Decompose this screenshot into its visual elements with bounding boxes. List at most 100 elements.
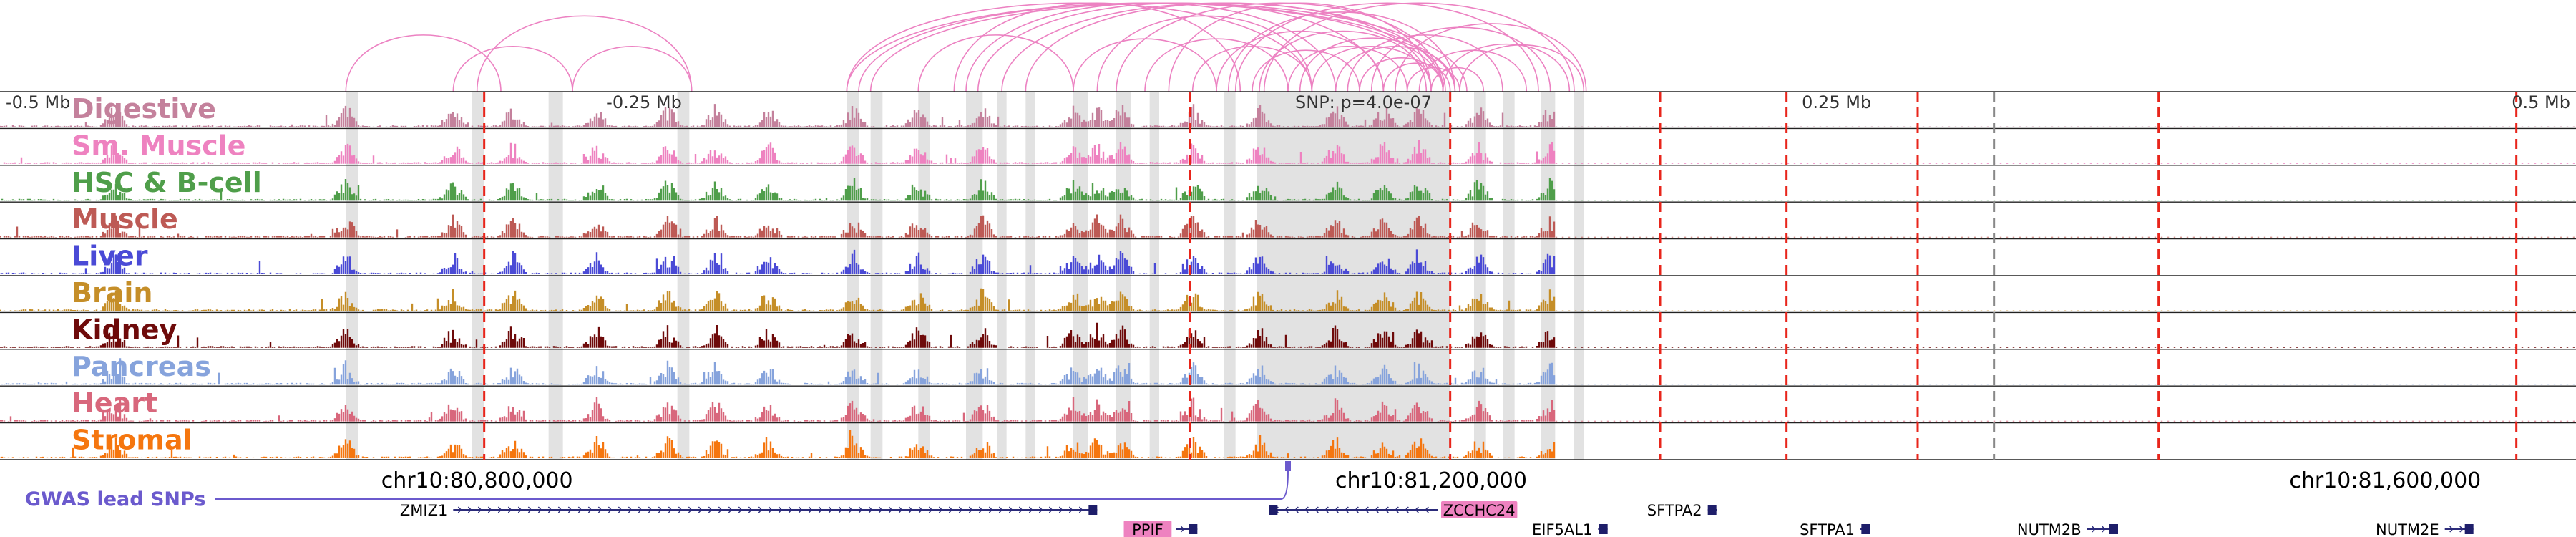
gene-label: NUTM2B: [2017, 521, 2082, 537]
gene-exon: [2464, 524, 2474, 534]
loop-arc: [917, 34, 1074, 92]
gene-label: SFTPA1: [1800, 521, 1855, 537]
loop-arc: [1382, 62, 1451, 92]
loop-arc: [572, 46, 693, 92]
strand-chevrons: [457, 506, 1093, 513]
gene-exon: [1599, 524, 1608, 534]
gene-exon: [1189, 524, 1198, 534]
strand-chevrons: [2449, 526, 2464, 533]
track-label: Pancreas: [72, 351, 211, 382]
loop-arc: [869, 2, 1468, 92]
track-label: HSC & B-cell: [72, 167, 262, 198]
gene-model: PPIF: [1123, 521, 1198, 537]
signal-bars: [1, 178, 2575, 201]
track-label: Muscle: [72, 203, 178, 235]
loop-arc: [1430, 67, 1485, 92]
gene-model: EIF5AL1: [1532, 521, 1608, 537]
loop-arc: [1116, 2, 1444, 92]
loop-arc: [1259, 30, 1428, 92]
gene-label: SFTPA2: [1647, 502, 1702, 519]
gene-label: EIF5AL1: [1532, 521, 1592, 537]
loop-arc: [1359, 57, 1444, 92]
loop-arc: [1216, 30, 1385, 92]
track-label: Sm. Muscle: [72, 130, 245, 161]
loop-arc: [476, 15, 693, 92]
signal-tracks: [0, 104, 2575, 458]
gene-model: NUTM2B: [2017, 521, 2118, 537]
scale-label: 0.5 Mb: [2512, 92, 2570, 112]
signal-bars: [0, 104, 2575, 127]
loop-arc: [846, 2, 1313, 92]
gene-label: PPIF: [1132, 521, 1163, 537]
signal-bars: [0, 249, 2575, 274]
signal-bars: [0, 397, 2575, 422]
track-label: Stromal: [72, 425, 192, 456]
track-label: Heart: [72, 387, 157, 419]
loop-arc: [345, 34, 502, 92]
track-labels: Digestive Sm. Muscle HSC & B-cell Muscle Liv…: [72, 93, 262, 456]
signal-track: [3, 140, 2575, 164]
gene-highlight: [1123, 521, 1172, 537]
gwas-track: GWAS lead SNPs: [25, 461, 1291, 511]
signal-bars: [0, 430, 2575, 458]
signal-bars: [0, 322, 2575, 348]
chromatin-loops: [345, 2, 1587, 92]
loop-arc: [1442, 44, 1571, 92]
loop-arc: [452, 46, 573, 92]
gene-track: ZMIZ1 PPIF ZCCHC24 EIF5AL1 SFTPA2 SFTPA1 NUTM2…: [400, 501, 2474, 537]
gene-label: ZMIZ1: [400, 502, 447, 519]
loop-arc: [977, 2, 1385, 92]
signal-track: [0, 397, 2575, 422]
signal-track: [0, 249, 2575, 274]
loop-arc: [1370, 26, 1551, 92]
gene-model: ZMIZ1: [400, 502, 1098, 519]
coordinate-label: chr10:81,200,000: [1335, 468, 1527, 493]
coordinate-label: chr10:81,600,000: [2289, 468, 2481, 493]
loop-arc: [1191, 46, 1313, 92]
loop-arc: [1073, 38, 1217, 92]
loop-arc: [1025, 2, 1432, 92]
scale-label: 0.25 Mb: [1802, 92, 1871, 112]
gwas-label: GWAS lead SNPs: [25, 488, 205, 511]
loop-arc: [1459, 44, 1585, 92]
coordinate-axis: chr10:80,800,000 chr10:81,200,000 chr10:81…: [381, 468, 2482, 493]
track-label: Kidney: [72, 314, 177, 345]
loop-arc: [1287, 46, 1408, 92]
gene-exon: [1088, 505, 1098, 515]
gene-model: SFTPA1: [1800, 521, 1870, 537]
gene-exon: [1861, 524, 1870, 534]
signal-track: [0, 430, 2575, 458]
loop-arc: [965, 2, 1337, 92]
signal-bars: [3, 140, 2575, 164]
loop-arc: [1144, 38, 1289, 92]
loop-arc: [1234, 2, 1539, 92]
signal-bars: [0, 214, 2575, 238]
gene-label: ZCCHC24: [1443, 502, 1516, 519]
signal-track: [0, 322, 2575, 348]
gene-model: ZCCHC24: [1269, 501, 1518, 519]
loop-arc: [1263, 2, 1575, 92]
gwas-connector: [215, 470, 1289, 500]
loop-arc: [1406, 67, 1460, 92]
signal-track: [1, 178, 2575, 201]
scale-label: -0.25 Mb: [606, 92, 682, 112]
loop-arc: [1252, 49, 1360, 92]
gene-model: SFTPA2: [1647, 502, 1717, 519]
gene-highlight: [1441, 501, 1518, 518]
track-label: Digestive: [72, 93, 216, 125]
scale-bar: -0.5 Mb -0.25 Mb 0.25 Mb 0.5 Mb SNP: p=4.0e-…: [6, 92, 2570, 112]
gene-label: NUTM2E: [2376, 521, 2439, 537]
gene-exon: [2109, 524, 2118, 534]
track-label: Brain: [72, 277, 152, 309]
track-label: Liver: [72, 241, 148, 272]
signal-bars: [1, 358, 2575, 385]
gene-exon: [1707, 505, 1717, 515]
loop-arc: [1347, 34, 1503, 92]
loop-arc: [1395, 23, 1587, 92]
scale-label: -0.5 Mb: [6, 92, 70, 112]
coordinate-label: chr10:80,800,000: [381, 468, 573, 493]
marker-lines: [483, 92, 2518, 460]
track-frame: [0, 91, 2576, 460]
loop-arc: [1096, 15, 1313, 92]
lead-snp-marker: [1285, 461, 1291, 471]
